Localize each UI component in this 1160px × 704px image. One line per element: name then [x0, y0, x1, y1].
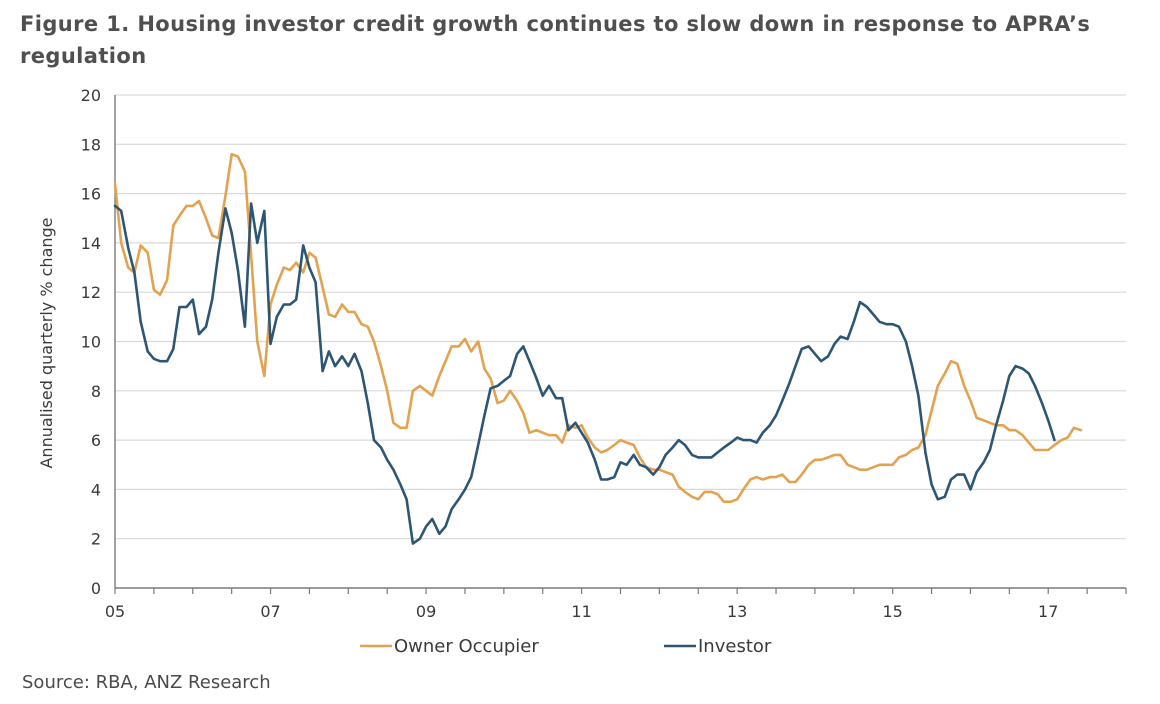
legend: Owner Occupier Investor: [360, 636, 772, 657]
y-tick-label: 2: [91, 530, 101, 549]
gridlines: [115, 94, 1126, 540]
y-tick-label: 20: [81, 86, 101, 105]
x-tick-label: 13: [727, 602, 747, 621]
y-tick-label: 6: [91, 431, 101, 450]
y-tick-label: 0: [91, 579, 101, 598]
legend-label: Owner Occupier: [394, 636, 539, 657]
x-tick-label: 17: [1038, 602, 1058, 621]
x-tick-label: 07: [260, 602, 280, 621]
source-note: Source: RBA, ANZ Research: [22, 672, 271, 693]
series-line-owner-occupier: [113, 152, 1083, 503]
x-tick-label: 09: [416, 602, 436, 621]
x-tick-label: 05: [105, 602, 125, 621]
y-tick-label: 18: [81, 135, 101, 154]
y-axis-ticks: 0 2 4 6 8 10 12 14 16 18 20: [81, 86, 101, 598]
series-line-investor: [113, 202, 1056, 545]
y-tick-label: 4: [91, 480, 101, 499]
y-tick-label: 8: [91, 382, 101, 401]
x-tick-label: 15: [883, 602, 903, 621]
y-axis-label: Annualised quarterly % change: [37, 217, 56, 468]
series-lines: [113, 152, 1083, 545]
y-tick-label: 14: [81, 234, 101, 253]
chart-title: Figure 1. Housing investor credit growth…: [20, 12, 1091, 68]
y-tick-label: 16: [81, 185, 101, 204]
x-tick-label: 11: [571, 602, 591, 621]
legend-label: Investor: [698, 636, 772, 657]
x-axis: 05 07 09 11 13 15 17: [105, 95, 1127, 621]
y-tick-label: 10: [81, 333, 101, 352]
y-tick-label: 12: [81, 283, 101, 302]
